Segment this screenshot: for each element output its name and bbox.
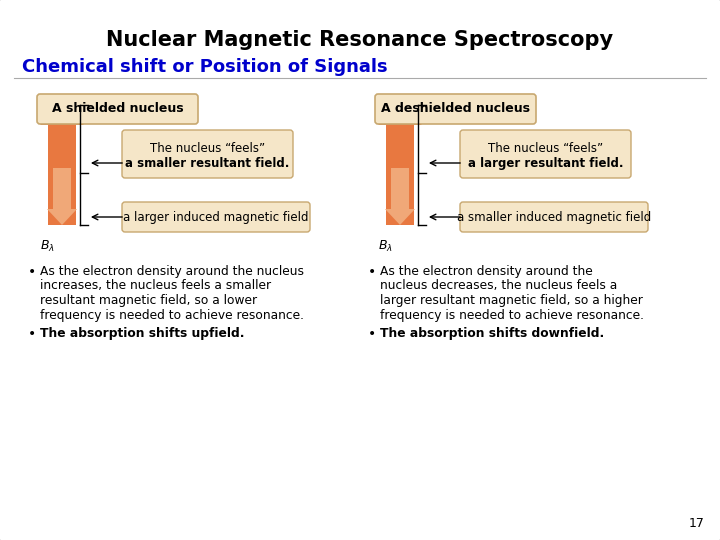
Polygon shape [378,105,422,225]
Text: The absorption shifts downfield.: The absorption shifts downfield. [380,327,604,340]
Text: The nucleus “feels”: The nucleus “feels” [488,141,603,154]
Text: larger resultant magnetic field, so a higher: larger resultant magnetic field, so a hi… [380,294,643,307]
Text: resultant magnetic field, so a lower: resultant magnetic field, so a lower [40,294,257,307]
Text: The nucleus “feels”: The nucleus “feels” [150,141,265,154]
Text: a smaller resultant field.: a smaller resultant field. [125,157,289,170]
Text: nucleus decreases, the nucleus feels a: nucleus decreases, the nucleus feels a [380,280,617,293]
Text: As the electron density around the: As the electron density around the [380,265,593,278]
Text: $B_{\lambda}$: $B_{\lambda}$ [378,239,393,254]
Text: 17: 17 [689,517,705,530]
Text: frequency is needed to achieve resonance.: frequency is needed to achieve resonance… [380,308,644,321]
Text: Chemical shift or Position of Signals: Chemical shift or Position of Signals [22,58,387,76]
Text: •: • [368,265,377,279]
Text: •: • [28,327,36,341]
Text: •: • [368,327,377,341]
Text: A shielded nucleus: A shielded nucleus [52,103,184,116]
Text: $B_{\lambda}$: $B_{\lambda}$ [40,239,55,254]
Text: Nuclear Magnetic Resonance Spectroscopy: Nuclear Magnetic Resonance Spectroscopy [107,30,613,50]
Text: A deshielded nucleus: A deshielded nucleus [381,103,530,116]
Polygon shape [385,168,415,225]
Text: •: • [28,265,36,279]
Text: frequency is needed to achieve resonance.: frequency is needed to achieve resonance… [40,308,304,321]
Text: a larger resultant field.: a larger resultant field. [468,157,624,170]
Polygon shape [47,168,77,225]
Text: As the electron density around the nucleus: As the electron density around the nucle… [40,265,304,278]
FancyBboxPatch shape [122,130,293,178]
Text: a smaller induced magnetic field: a smaller induced magnetic field [457,211,651,224]
Text: increases, the nucleus feels a smaller: increases, the nucleus feels a smaller [40,280,271,293]
FancyBboxPatch shape [375,94,536,124]
FancyBboxPatch shape [460,202,648,232]
FancyBboxPatch shape [37,94,198,124]
Text: a larger induced magnetic field: a larger induced magnetic field [123,211,309,224]
Text: The absorption shifts upfield.: The absorption shifts upfield. [40,327,245,340]
FancyBboxPatch shape [460,130,631,178]
Polygon shape [40,105,84,225]
FancyBboxPatch shape [122,202,310,232]
